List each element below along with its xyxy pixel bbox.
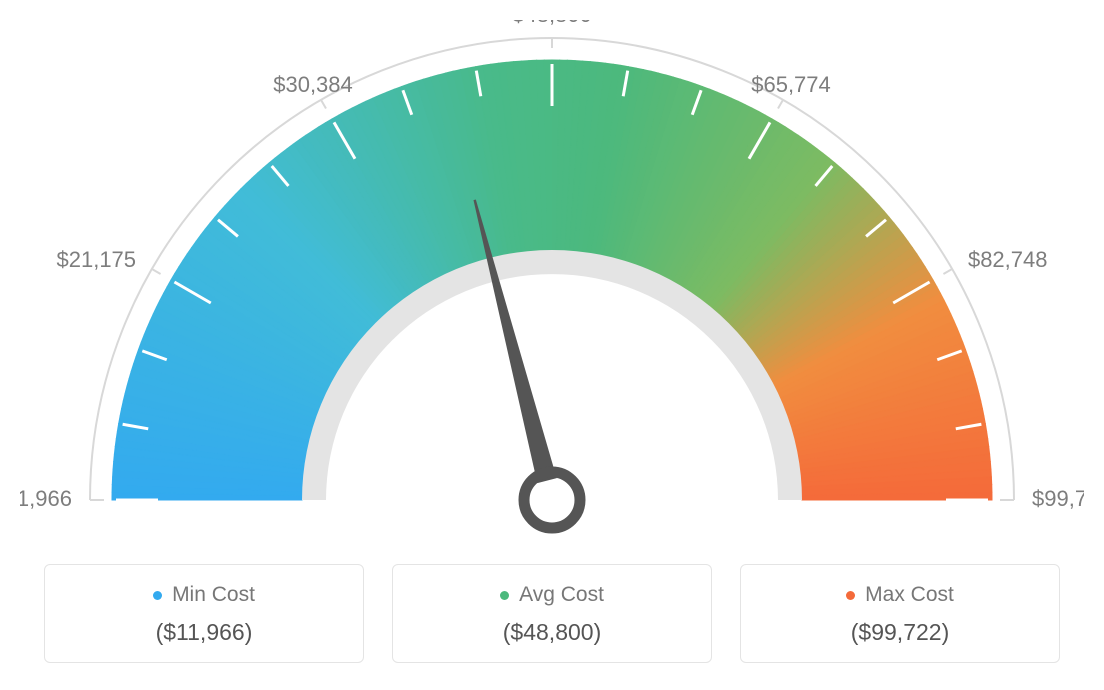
dot-avg (500, 591, 509, 600)
gauge-tick-label: $65,774 (751, 72, 831, 97)
legend-row: Min Cost ($11,966) Avg Cost ($48,800) Ma… (20, 564, 1084, 663)
legend-value-min: ($11,966) (55, 619, 353, 646)
legend-label-min: Min Cost (172, 583, 255, 607)
legend-label-avg: Avg Cost (519, 583, 604, 607)
legend-card-min: Min Cost ($11,966) (44, 564, 364, 663)
dot-max (846, 591, 855, 600)
legend-value-avg: ($48,800) (403, 619, 701, 646)
cost-gauge-chart: $11,966 $21,175 $30,384 $48,800 $65,774 $82,7… (20, 20, 1084, 550)
legend-title-avg: Avg Cost (500, 583, 604, 607)
gauge-tick-label: $48,800 (512, 20, 592, 27)
legend-card-max: Max Cost ($99,722) (740, 564, 1060, 663)
gauge-tick-label: $11,966 (20, 486, 72, 511)
legend-card-avg: Avg Cost ($48,800) (392, 564, 712, 663)
gauge-tick-label: $30,384 (273, 72, 353, 97)
gauge-tick-label: $82,748 (968, 247, 1048, 272)
dot-min (153, 591, 162, 600)
legend-title-min: Min Cost (153, 583, 255, 607)
gauge-tick-label: $21,175 (57, 247, 137, 272)
legend-value-max: ($99,722) (751, 619, 1049, 646)
legend-label-max: Max Cost (865, 583, 954, 607)
gauge-svg: $11,966 $21,175 $30,384 $48,800 $65,774 $82,7… (20, 20, 1084, 550)
gauge-tick-label: $99,722 (1032, 486, 1084, 511)
legend-title-max: Max Cost (846, 583, 954, 607)
